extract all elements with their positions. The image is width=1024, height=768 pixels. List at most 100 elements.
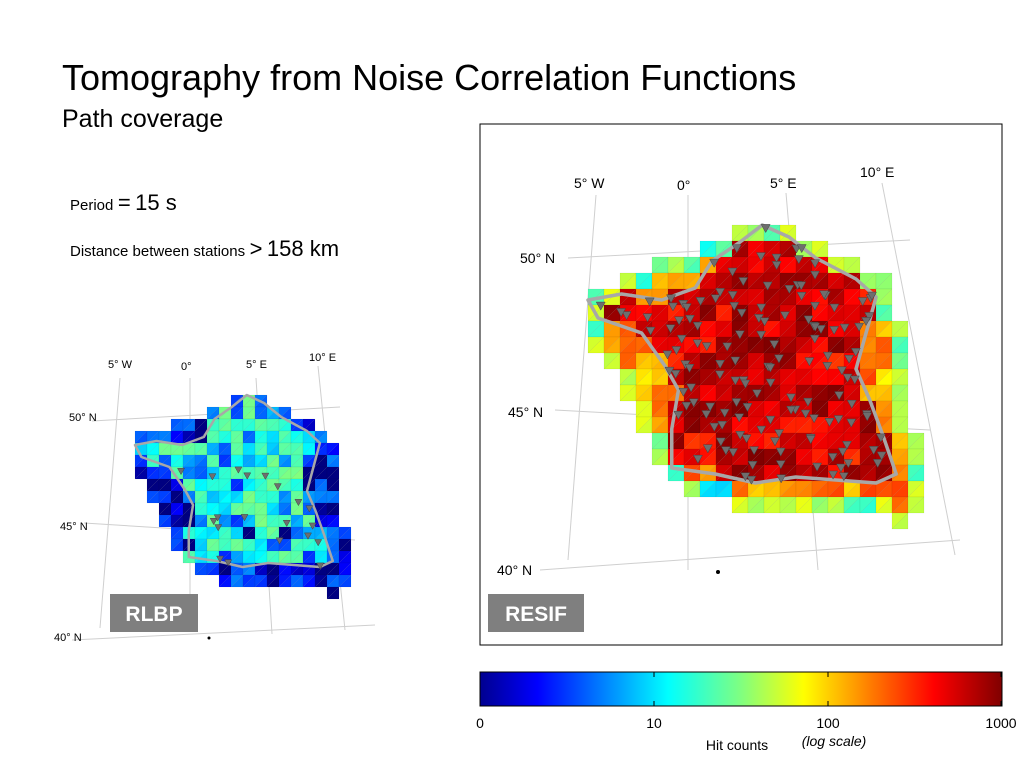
resif-station-marker <box>834 391 845 401</box>
resif-station-marker <box>644 297 655 307</box>
resif-badge: RESIF <box>488 594 584 632</box>
resif-station-marker <box>809 334 820 344</box>
resif-station-marker <box>828 470 839 480</box>
rlbp-station-marker <box>177 468 185 476</box>
resif-station-marker <box>839 323 850 333</box>
rlbp-lon-label-10e: 10° E <box>309 352 336 364</box>
resif-station-marker <box>714 370 725 380</box>
resif-station-marker <box>742 403 753 412</box>
resif-lat-label-40n: 40° N <box>497 562 532 578</box>
distance-operator: > <box>249 236 263 261</box>
resif-station-marker <box>810 322 821 332</box>
colorbar: 0 10 100 1000 Hit counts (log scale) <box>476 671 1017 753</box>
resif-station-marker <box>876 451 887 461</box>
resif-station-marker <box>846 418 857 428</box>
colorbar-tick-label-10: 10 <box>646 715 662 731</box>
resif-station-marker <box>875 433 886 443</box>
resif-station-marker <box>681 401 692 411</box>
resif-station-marker <box>774 354 784 364</box>
resif-station-marker <box>749 446 760 456</box>
resif-station-marker <box>775 460 786 470</box>
resif-coverage-cell <box>907 496 925 514</box>
period-value: 15 s <box>135 190 177 215</box>
resif-station-marker <box>738 277 749 287</box>
resif-station-marker <box>674 316 685 326</box>
colorbar-ticks <box>479 672 1002 706</box>
rlbp-station-marker <box>213 514 222 522</box>
rlbp-badge: RLBP <box>110 594 198 632</box>
resif-station-marker <box>736 308 747 318</box>
rlbp-station-marker <box>209 518 218 526</box>
resif-station-marker <box>730 356 741 366</box>
resif-station-marker <box>701 342 712 352</box>
rlbp-axis-labels: 5° W 0° 5° E 10° E 50° N 45° N 40° N <box>54 352 336 644</box>
resif-station-marker <box>692 339 703 349</box>
resif-station-marker <box>621 311 632 321</box>
resif-station-marker <box>770 437 780 447</box>
rlbp-lon-label-5e: 5° E <box>246 359 267 371</box>
resif-station-marker <box>837 447 848 457</box>
rlbp-lon-label-0: 0° <box>181 361 192 373</box>
resif-lon-label-0: 0° <box>677 177 690 193</box>
rlbp-coverage-cell <box>326 586 340 600</box>
resif-station-marker <box>715 437 726 447</box>
resif-station-marker <box>861 317 871 326</box>
resif-station-marker <box>854 322 865 332</box>
resif-station-marker <box>756 330 767 340</box>
resif-station-marker <box>775 447 786 457</box>
resif-station-marker <box>836 463 846 473</box>
colorbar-tick-label-100: 100 <box>816 715 840 731</box>
rlbp-stations <box>177 466 325 570</box>
resif-station-marker <box>796 244 807 254</box>
resif-station-marker <box>662 350 673 360</box>
resif-station-marker <box>843 459 854 469</box>
resif-station-marker <box>844 354 855 364</box>
slide-title: Tomography from Noise Correlation Functi… <box>62 57 797 98</box>
resif-station-marker <box>741 434 752 444</box>
resif-station-marker <box>685 314 695 324</box>
resif-station-marker <box>759 317 770 327</box>
resif-station-marker <box>727 291 738 301</box>
resif-station-marker <box>774 429 785 439</box>
rlbp-coverage-cells <box>134 394 352 600</box>
resif-station-marker <box>842 440 852 450</box>
resif-station-marker <box>709 422 720 432</box>
resif-station-marker <box>809 301 820 311</box>
resif-station-marker <box>810 270 820 280</box>
colorbar-tick-label-0: 0 <box>476 715 484 731</box>
resif-station-marker <box>731 398 742 408</box>
rlbp-graticule-line <box>71 624 376 641</box>
resif-station-marker <box>771 253 782 263</box>
resif-station-marker <box>827 453 838 463</box>
resif-station-marker <box>812 462 822 472</box>
resif-station-marker <box>842 373 853 383</box>
resif-lat-label-50n: 50° N <box>520 250 555 266</box>
resif-station-marker <box>836 366 847 376</box>
resif-station-marker <box>710 294 721 304</box>
resif-station-marker <box>728 448 739 458</box>
rlbp-station-marker <box>273 483 282 491</box>
resif-station-marker <box>765 415 776 425</box>
distance-label: Distance between stations <box>70 243 246 260</box>
resif-graticule-line <box>567 194 597 561</box>
resif-graticule-line <box>881 182 956 556</box>
resif-station-marker <box>595 301 606 311</box>
resif-station-marker <box>819 290 830 300</box>
period-label: Period <box>70 197 114 214</box>
resif-station-marker <box>729 302 740 311</box>
resif-station-marker <box>760 224 771 234</box>
resif-station-marker <box>693 454 703 464</box>
colorbar-label: Hit counts <box>706 737 768 753</box>
resif-station-marker <box>756 425 767 435</box>
rlbp-station-marker <box>304 532 312 540</box>
resif-station-marker <box>684 364 695 373</box>
rlbp-station-marker <box>305 505 314 513</box>
resif-station-marker <box>862 412 873 422</box>
resif-station-marker <box>846 399 857 409</box>
resif-station-marker <box>829 326 840 336</box>
resif-station-marker <box>616 308 627 318</box>
resif-station-marker <box>780 311 790 321</box>
resif-station-marker <box>695 297 706 306</box>
rlbp-station-marker <box>208 473 217 481</box>
resif-station-marker <box>645 326 656 336</box>
